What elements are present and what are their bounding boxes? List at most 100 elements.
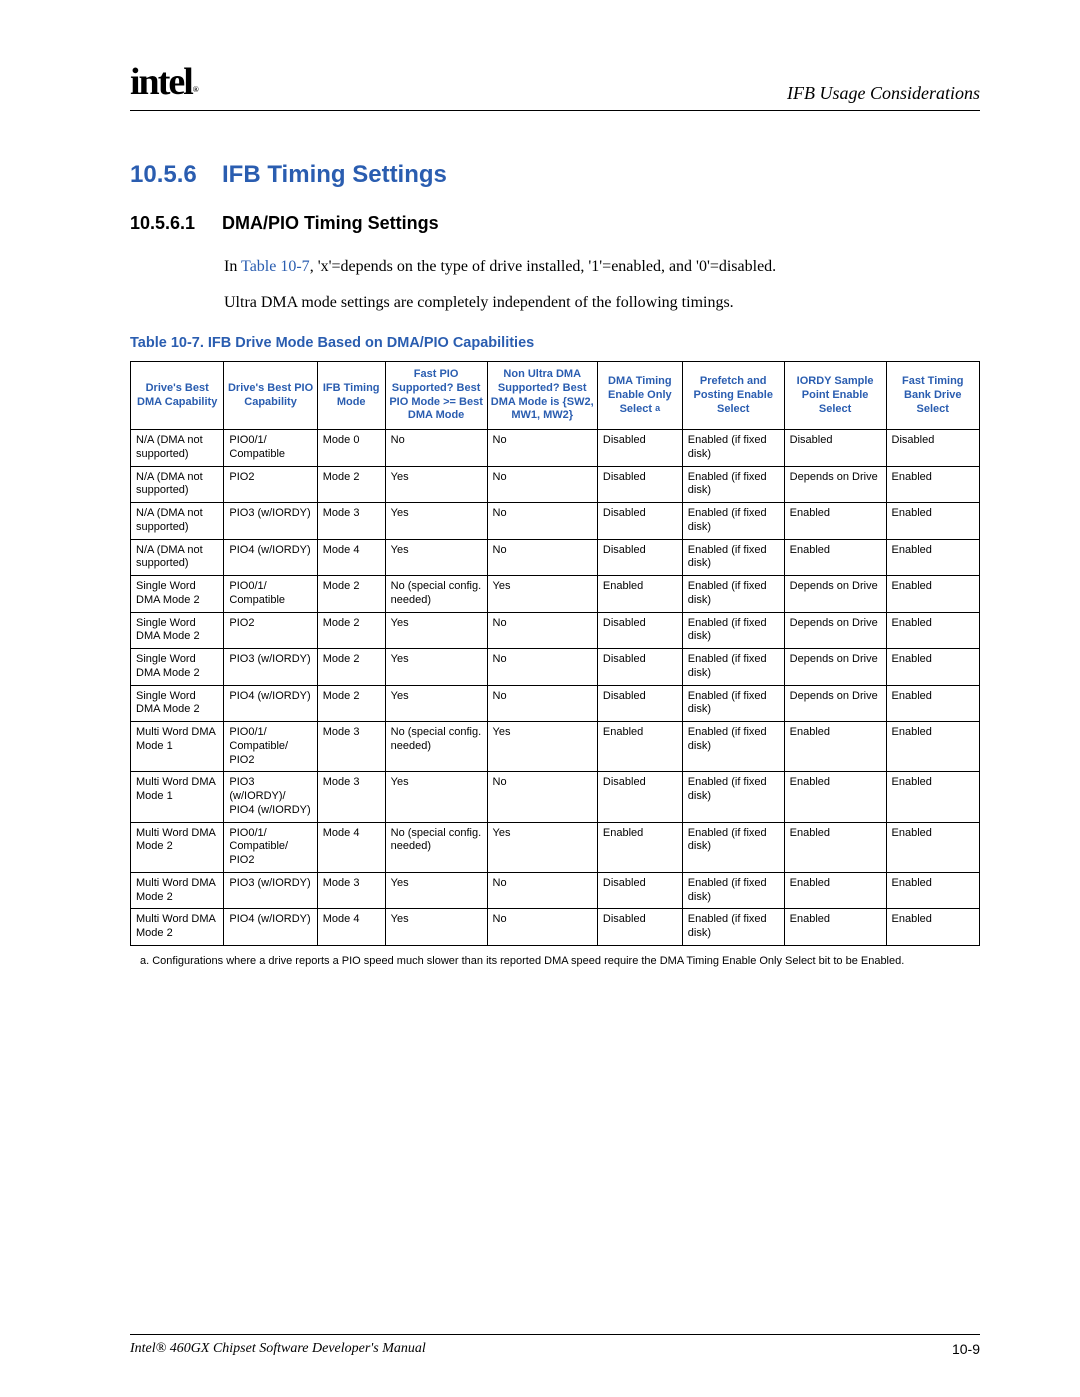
table-cell: Enabled — [886, 872, 979, 909]
table-header-row: Drive's Best DMA CapabilityDrive's Best … — [131, 362, 980, 430]
table-cell: Single Word DMA Mode 2 — [131, 612, 224, 649]
table-cell: Enabled — [886, 612, 979, 649]
table-header-cell: IFB Timing Mode — [317, 362, 385, 430]
table-cell: No — [487, 909, 597, 946]
table-cell: Enabled — [784, 822, 886, 872]
table-header-cell: Drive's Best PIO Capability — [224, 362, 317, 430]
table-cell: Enabled (if fixed disk) — [682, 503, 784, 540]
table-cell: Enabled — [886, 772, 979, 822]
table-cell: Enabled — [886, 909, 979, 946]
table-cell: Enabled — [886, 576, 979, 613]
table-cell: Enabled — [784, 909, 886, 946]
table-reference-link[interactable]: Table 10-7 — [241, 258, 310, 275]
section-title: IFB Timing Settings — [222, 161, 447, 188]
table-cell: No — [487, 685, 597, 722]
table-cell: Disabled — [597, 772, 682, 822]
table-cell: Mode 4 — [317, 539, 385, 576]
table-cell: Mode 2 — [317, 466, 385, 503]
table-row: Multi Word DMA Mode 2PIO0/1/ Compatible/… — [131, 822, 980, 872]
table-cell: N/A (DMA not supported) — [131, 466, 224, 503]
table-cell: Enabled — [784, 503, 886, 540]
subsection-heading: 10.5.6.1DMA/PIO Timing Settings — [130, 213, 980, 234]
table-row: Single Word DMA Mode 2PIO4 (w/IORDY)Mode… — [131, 685, 980, 722]
table-row: N/A (DMA not supported)PIO0/1/ Compatibl… — [131, 430, 980, 467]
table-row: N/A (DMA not supported)PIO2Mode 2YesNoDi… — [131, 466, 980, 503]
table-cell: PIO3 (w/IORDY)/PIO4 (w/IORDY) — [224, 772, 317, 822]
table-header-cell: Drive's Best DMA Capability — [131, 362, 224, 430]
table-cell: No (special config. needed) — [385, 822, 487, 872]
table-cell: No — [487, 503, 597, 540]
table-cell: Mode 3 — [317, 772, 385, 822]
table-row: N/A (DMA not supported)PIO3 (w/IORDY)Mod… — [131, 503, 980, 540]
table-cell: Enabled — [886, 539, 979, 576]
table-cell: Multi Word DMA Mode 1 — [131, 772, 224, 822]
table-cell: Single Word DMA Mode 2 — [131, 576, 224, 613]
table-cell: Multi Word DMA Mode 2 — [131, 909, 224, 946]
table-cell: PIO3 (w/IORDY) — [224, 649, 317, 686]
table-cell: No — [487, 872, 597, 909]
page: intel® IFB Usage Considerations 10.5.6IF… — [0, 0, 1080, 1397]
table-row: Single Word DMA Mode 2PIO2Mode 2YesNoDis… — [131, 612, 980, 649]
table-row: N/A (DMA not supported)PIO4 (w/IORDY)Mod… — [131, 539, 980, 576]
table-cell: PIO2 — [224, 612, 317, 649]
paragraph-2: Ultra DMA mode settings are completely i… — [224, 292, 980, 314]
table-cell: Yes — [385, 772, 487, 822]
table-cell: Enabled — [784, 722, 886, 772]
footer-manual-title: Intel® 460GX Chipset Software Developer'… — [130, 1341, 426, 1357]
table-cell: Enabled (if fixed disk) — [682, 822, 784, 872]
table-cell: Enabled — [784, 772, 886, 822]
table-row: Single Word DMA Mode 2PIO0/1/ Compatible… — [131, 576, 980, 613]
table-cell: Yes — [385, 649, 487, 686]
table-cell: Disabled — [784, 430, 886, 467]
section-heading: 10.5.6IFB Timing Settings — [130, 161, 980, 189]
table-cell: Enabled — [597, 722, 682, 772]
table-cell: Enabled (if fixed disk) — [682, 466, 784, 503]
table-cell: Yes — [385, 466, 487, 503]
table-cell: No — [487, 539, 597, 576]
table-cell: No — [487, 649, 597, 686]
table-cell: Enabled (if fixed disk) — [682, 872, 784, 909]
table-cell: PIO3 (w/IORDY) — [224, 872, 317, 909]
table-cell: Yes — [487, 576, 597, 613]
table-cell: Mode 0 — [317, 430, 385, 467]
table-cell: N/A (DMA not supported) — [131, 430, 224, 467]
table-cell: Mode 2 — [317, 685, 385, 722]
table-cell: Yes — [487, 822, 597, 872]
table-cell: Mode 3 — [317, 722, 385, 772]
table-cell: Depends on Drive — [784, 576, 886, 613]
table-cell: No (special config. needed) — [385, 576, 487, 613]
table-cell: Mode 2 — [317, 612, 385, 649]
table-cell: Depends on Drive — [784, 466, 886, 503]
table-cell: Disabled — [597, 466, 682, 503]
table-header-cell: Prefetch and Posting Enable Select — [682, 362, 784, 430]
table-caption: Table 10-7. IFB Drive Mode Based on DMA/… — [130, 335, 980, 351]
footer-page-number: 10-9 — [952, 1341, 980, 1357]
table-cell: Mode 4 — [317, 909, 385, 946]
table-cell: Enabled (if fixed disk) — [682, 649, 784, 686]
table-cell: PIO4 (w/IORDY) — [224, 909, 317, 946]
table-cell: Enabled (if fixed disk) — [682, 909, 784, 946]
table-row: Multi Word DMA Mode 2PIO4 (w/IORDY)Mode … — [131, 909, 980, 946]
table-cell: Mode 3 — [317, 872, 385, 909]
table-footnote: a. Configurations where a drive reports … — [140, 954, 980, 968]
table-cell: No — [487, 466, 597, 503]
page-footer: Intel® 460GX Chipset Software Developer'… — [130, 1334, 980, 1357]
page-header: intel® IFB Usage Considerations — [130, 60, 980, 111]
table-header-cell: DMA Timing Enable Only Select a — [597, 362, 682, 430]
table-cell: Enabled — [886, 649, 979, 686]
table-cell: Single Word DMA Mode 2 — [131, 649, 224, 686]
table-cell: Yes — [487, 722, 597, 772]
table-cell: PIO4 (w/IORDY) — [224, 539, 317, 576]
table-cell: PIO0/1/ Compatible — [224, 430, 317, 467]
subsection-number: 10.5.6.1 — [130, 213, 222, 234]
table-row: Multi Word DMA Mode 2PIO3 (w/IORDY)Mode … — [131, 872, 980, 909]
table-cell: Enabled (if fixed disk) — [682, 576, 784, 613]
table-row: Single Word DMA Mode 2PIO3 (w/IORDY)Mode… — [131, 649, 980, 686]
section-number: 10.5.6 — [130, 161, 222, 189]
table-cell: No — [385, 430, 487, 467]
table-cell: Enabled — [886, 466, 979, 503]
table-header-cell: Fast PIO Supported? Best PIO Mode >= Bes… — [385, 362, 487, 430]
intel-logo: intel® — [130, 60, 196, 104]
table-cell: Enabled — [886, 822, 979, 872]
table-cell: Depends on Drive — [784, 612, 886, 649]
